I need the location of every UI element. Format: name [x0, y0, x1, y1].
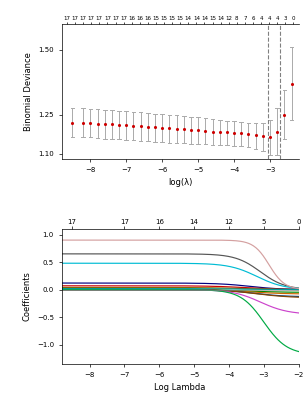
Y-axis label: Coefficients: Coefficients: [22, 272, 31, 322]
Point: [95, 121, 100, 127]
Point: [181, 126, 186, 132]
Point: [217, 129, 222, 135]
Point: [174, 126, 179, 132]
Point: [260, 133, 265, 139]
Point: [268, 134, 273, 140]
Point: [109, 121, 114, 127]
Point: [81, 119, 86, 126]
Point: [246, 131, 251, 138]
Point: [282, 112, 287, 118]
Point: [88, 119, 93, 126]
Point: [152, 124, 157, 130]
Point: [117, 122, 122, 128]
Point: [145, 124, 150, 130]
Point: [102, 121, 107, 127]
X-axis label: Log Lambda: Log Lambda: [155, 383, 206, 392]
Point: [188, 127, 193, 133]
Point: [124, 122, 129, 128]
Point: [275, 128, 280, 135]
Point: [253, 132, 258, 138]
Point: [138, 123, 143, 130]
Point: [210, 128, 215, 135]
Y-axis label: Binomial Deviance: Binomial Deviance: [24, 52, 33, 131]
Point: [239, 130, 244, 137]
Point: [167, 125, 172, 132]
Point: [225, 129, 229, 136]
Point: [131, 122, 136, 129]
Point: [289, 80, 294, 87]
Point: [196, 127, 201, 134]
Point: [70, 119, 75, 126]
Point: [232, 130, 237, 136]
Point: [203, 128, 208, 134]
Point: [160, 124, 165, 131]
X-axis label: log(λ): log(λ): [168, 178, 192, 187]
